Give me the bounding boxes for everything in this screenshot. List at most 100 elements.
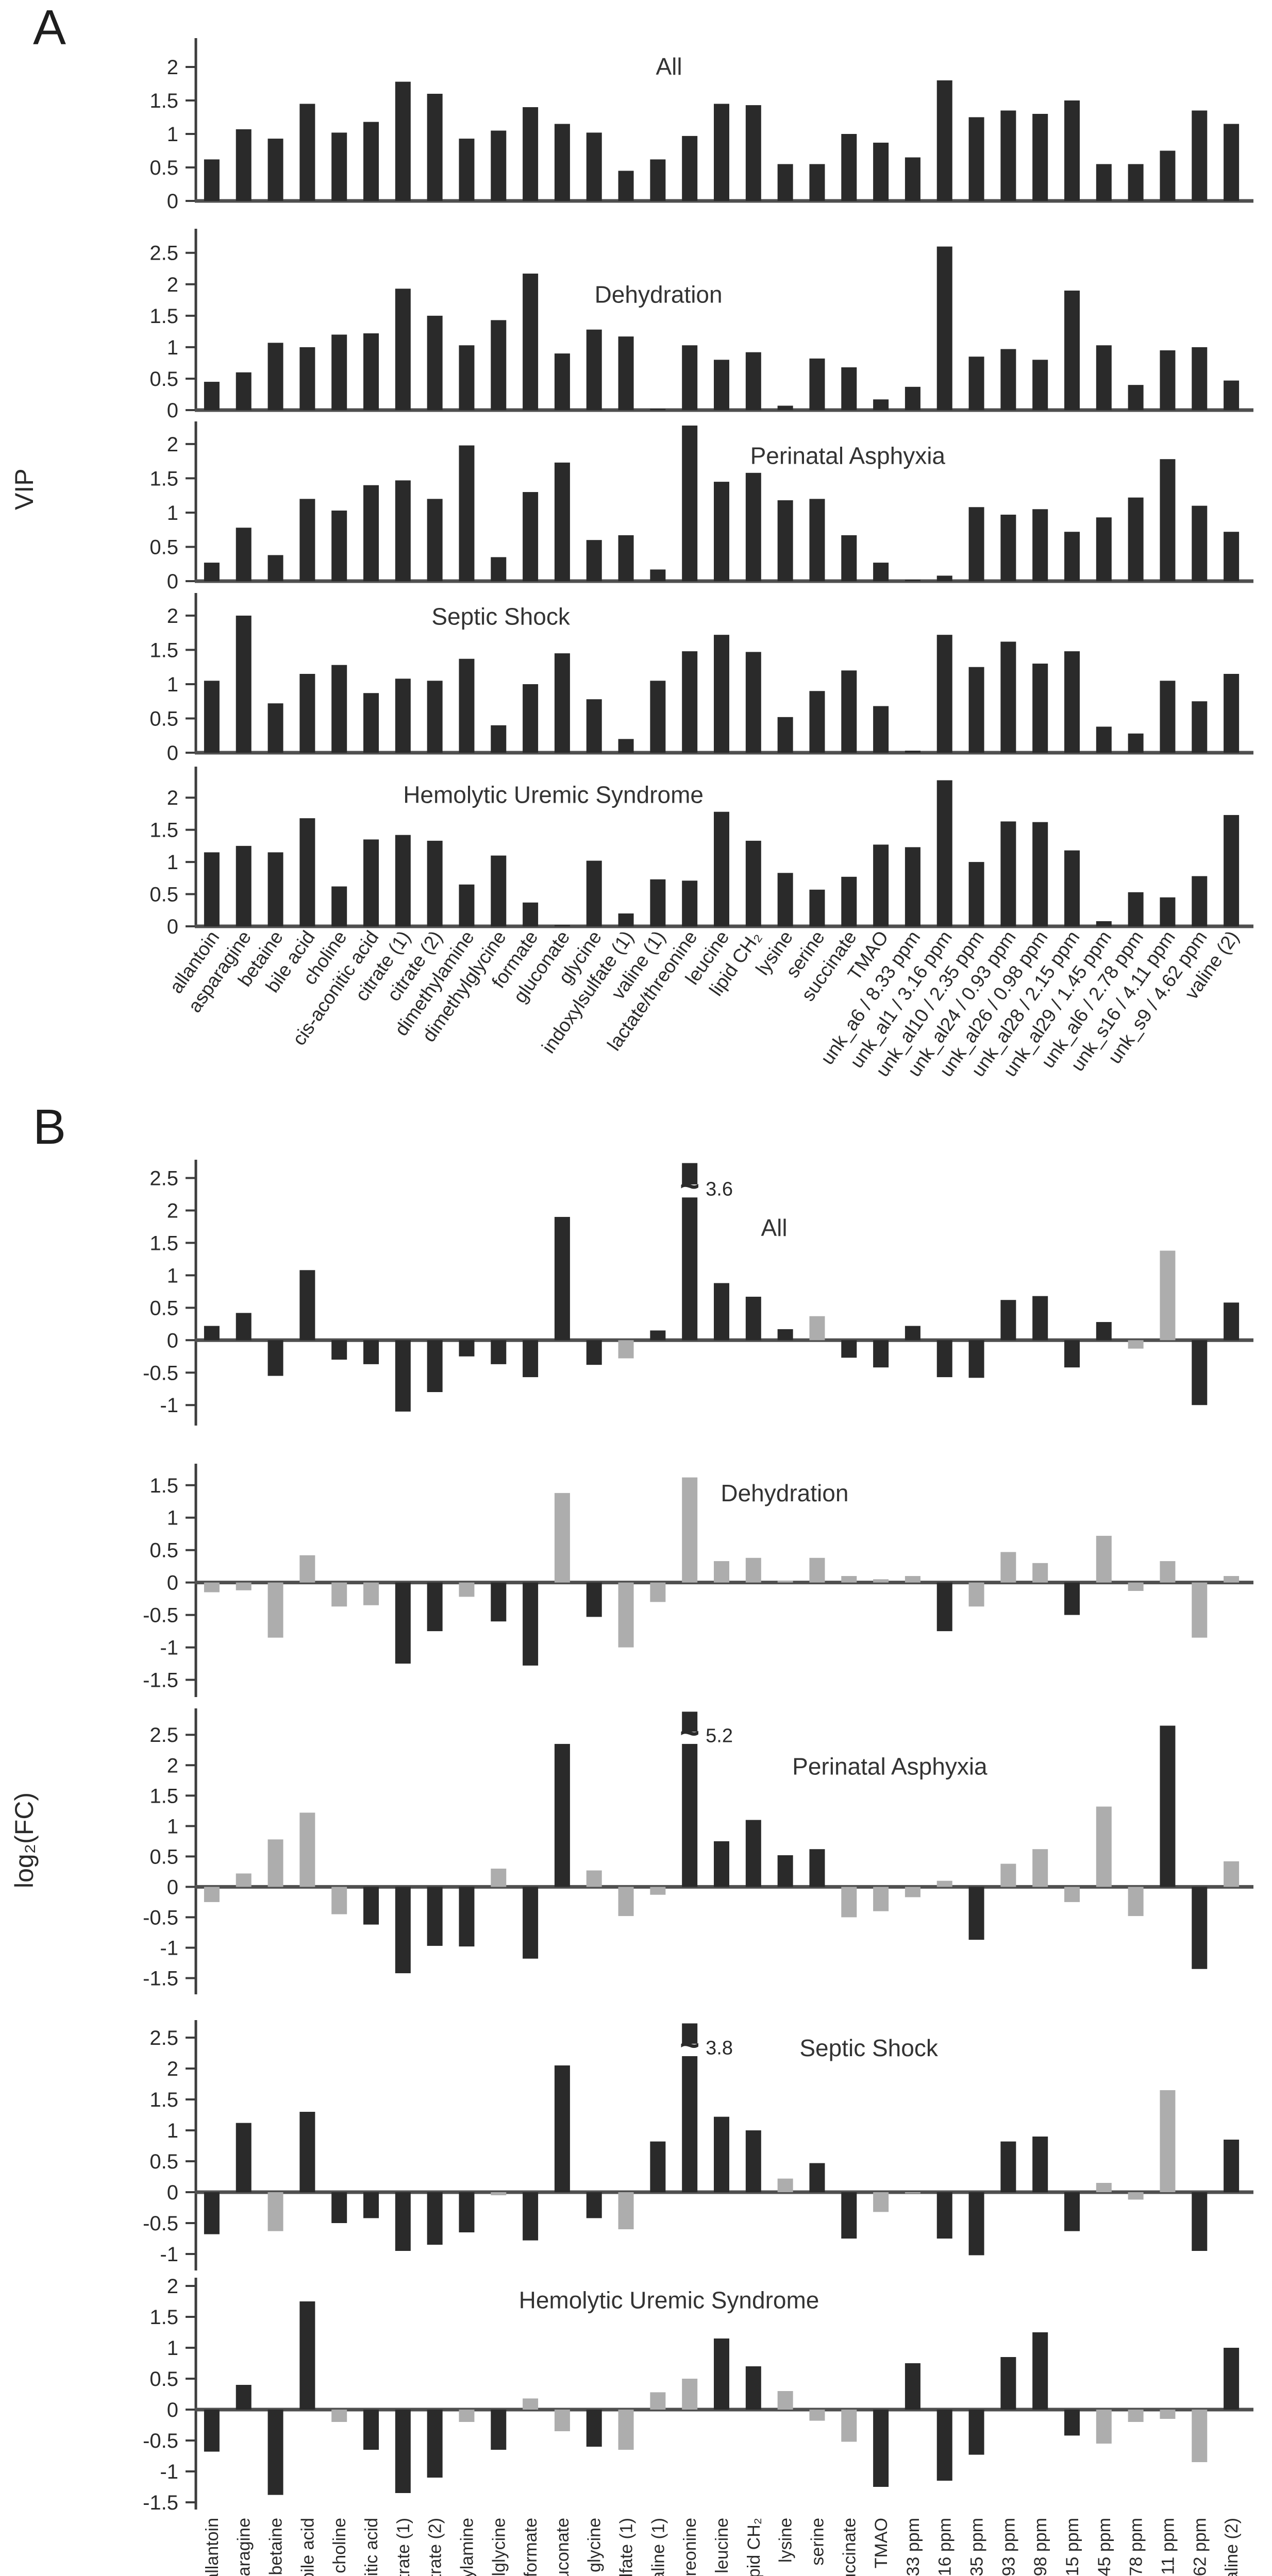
bar	[459, 1582, 475, 1597]
bar	[682, 2056, 698, 2192]
x-category-label: gluconate	[553, 2518, 573, 2576]
bar	[1160, 459, 1176, 581]
bar	[491, 2192, 507, 2195]
bar	[331, 334, 347, 410]
y-tick-label: 0.5	[149, 1845, 178, 1868]
bar	[395, 2192, 411, 2251]
bar	[331, 510, 347, 581]
bar	[491, 855, 507, 926]
bar	[1128, 164, 1144, 201]
bar	[809, 1316, 825, 1341]
bar	[745, 2130, 761, 2192]
bar	[1224, 1861, 1240, 1887]
bar	[586, 540, 602, 581]
bar	[968, 2192, 984, 2256]
y-tick-label: 1.5	[149, 2089, 178, 2111]
bar	[809, 1557, 825, 1583]
bar	[1160, 2090, 1176, 2192]
bars	[204, 246, 1240, 410]
x-category-label: indoxylsulfate (1)	[617, 2518, 637, 2576]
y-tick-label: -1	[160, 1637, 178, 1659]
bar	[267, 555, 283, 581]
y-tick-label: 2	[167, 2275, 178, 2298]
chart-title: Perinatal Asphyxia	[750, 443, 946, 469]
bar	[1064, 291, 1080, 410]
bars: ~5.2	[204, 1711, 1240, 1974]
bar	[841, 134, 857, 201]
y-tick-label: 1	[167, 673, 178, 696]
bar	[682, 1477, 698, 1583]
y-tick-label: 2	[167, 56, 178, 79]
bar	[809, 691, 825, 753]
bar	[363, 1582, 379, 1605]
bar	[936, 80, 952, 201]
bar	[777, 405, 793, 410]
bar	[777, 717, 793, 753]
bar	[1064, 850, 1080, 926]
bar	[1160, 2410, 1176, 2419]
bar	[204, 159, 220, 201]
bar	[299, 499, 315, 581]
bar	[968, 1582, 984, 1607]
bar	[873, 1579, 889, 1583]
y-tick-label: 2.5	[149, 1167, 178, 1190]
x-category-label: serine	[808, 2518, 827, 2566]
bar	[299, 674, 315, 753]
bar	[618, 1582, 634, 1648]
bar	[1064, 532, 1080, 581]
y-ticks: -1 -0.5 0 0.5 1 1.5 2 2.5	[143, 2027, 196, 2266]
bar	[554, 1743, 570, 1887]
bar	[395, 679, 411, 753]
bar	[459, 139, 475, 201]
bar	[809, 2163, 825, 2192]
bar	[523, 2398, 539, 2410]
bar	[1064, 2410, 1080, 2436]
bar	[1224, 1576, 1240, 1583]
bar	[618, 535, 634, 581]
chart-title: Hemolytic Uremic Syndrome	[519, 2286, 819, 2313]
bar	[650, 1582, 666, 1602]
bar	[841, 876, 857, 926]
bar	[777, 164, 793, 201]
y-tick-label: 1.5	[149, 305, 178, 328]
bar	[936, 1340, 952, 1378]
bar	[267, 703, 283, 753]
bar	[618, 1887, 634, 1917]
y-tick-label: 2.5	[149, 1724, 178, 1747]
bar	[841, 670, 857, 753]
bar	[204, 1887, 220, 1902]
y-tick-label: 0.5	[149, 2368, 178, 2391]
bar	[714, 1841, 729, 1887]
bar	[618, 2192, 634, 2229]
y-tick-label: 2	[167, 2058, 178, 2080]
bar	[1224, 2348, 1240, 2410]
bar	[459, 2410, 475, 2422]
bar	[1096, 517, 1112, 581]
x-axis-labels-b: allantoin asparagine betaine bile acid choli…	[203, 2518, 1242, 2576]
bar	[1160, 1250, 1176, 1341]
bar	[682, 1197, 698, 1341]
y-tick-label: 0.5	[149, 368, 178, 391]
bar	[745, 840, 761, 926]
bar	[714, 2338, 729, 2410]
bar	[1128, 2192, 1144, 2200]
y-tick-label: 0	[167, 916, 178, 938]
x-category-label: betaine	[266, 2518, 286, 2575]
bar	[650, 159, 666, 201]
bar	[1032, 114, 1048, 201]
chart-a-septic-shock: 0 0.5 1 1.5 2 Septic Shock	[149, 593, 1253, 765]
y-tick-label: -0.5	[143, 2430, 178, 2452]
bar	[650, 681, 666, 753]
bar	[777, 2391, 793, 2410]
bar	[204, 563, 220, 581]
bar	[267, 2192, 283, 2231]
y-tick-label: 2.5	[149, 242, 178, 265]
chart-title: All	[656, 53, 682, 80]
bar	[968, 1340, 984, 1378]
x-category-label: unk_s9 / 4.62 ppm	[1190, 2518, 1210, 2576]
bar	[650, 879, 666, 926]
bar	[1160, 897, 1176, 926]
bar	[873, 706, 889, 753]
